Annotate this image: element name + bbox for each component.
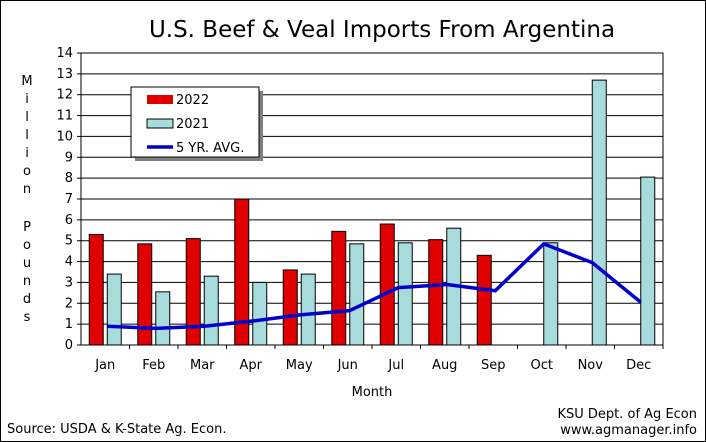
chart-title: U.S. Beef & Veal Imports From Argentina xyxy=(149,17,615,43)
line-5-yr-avg xyxy=(107,242,642,331)
bar-2022-May xyxy=(282,269,298,346)
y-tick-label: 7 xyxy=(65,192,73,207)
y-tick-label: 4 xyxy=(65,255,73,270)
credit-line-1: KSU Dept. of Ag Econ xyxy=(557,407,697,422)
legend-label: 2021 xyxy=(176,117,209,132)
y-axis-label-char: s xyxy=(24,310,31,325)
y-axis-label-char: u xyxy=(23,256,31,271)
bar-2021-May xyxy=(300,273,316,346)
bar-2022-Sep xyxy=(476,254,492,346)
bar-2021-Jun xyxy=(349,243,365,346)
y-tick-label: 13 xyxy=(56,67,73,82)
bar-2021-Mar xyxy=(203,275,219,346)
bar-2021-Apr xyxy=(252,281,268,346)
y-tick-label: 12 xyxy=(56,88,73,103)
y-axis-label-char: o xyxy=(23,164,31,179)
y-tick-label: 9 xyxy=(65,150,73,165)
y-axis-label-char: n xyxy=(23,182,31,197)
bar-2021-Feb xyxy=(155,291,171,346)
y-axis-label-char: n xyxy=(23,274,31,289)
bar-2022-Feb xyxy=(137,243,153,346)
bar-2021-Jul xyxy=(397,242,413,346)
x-tick-label: Aug xyxy=(432,358,457,373)
y-axis-label-char: i xyxy=(25,146,29,161)
y-axis-label-char: i xyxy=(25,92,29,107)
legend-swatch-2021 xyxy=(146,118,174,129)
bar-2021-Jan xyxy=(106,273,122,346)
y-axis-label-char: o xyxy=(23,238,31,253)
bar-2021-Nov xyxy=(591,79,607,346)
x-tick-labels: Jan Feb Mar Apr May Jun Jul Aug Sep Oct Nov Dec xyxy=(94,345,664,373)
bars xyxy=(88,79,656,346)
x-tick-label: Oct xyxy=(531,358,553,373)
y-tick-label: 0 xyxy=(65,338,73,353)
bar-2022-Jul xyxy=(379,223,395,346)
y-tick-label: 3 xyxy=(65,275,73,290)
y-axis-label-char: d xyxy=(23,292,31,307)
y-tick-label: 1 xyxy=(65,317,73,332)
x-tick-label: Nov xyxy=(578,358,604,373)
x-tick-label: Apr xyxy=(240,358,263,373)
y-tick-label: 6 xyxy=(65,213,73,228)
x-tick-label: May xyxy=(286,358,313,373)
y-tick-label: 5 xyxy=(65,234,73,249)
bar-2022-Jun xyxy=(331,230,347,346)
x-tick-label: Feb xyxy=(142,358,165,373)
legend-swatch-2022 xyxy=(147,95,173,104)
bar-2021-Dec xyxy=(640,176,656,346)
x-tick-label: Sep xyxy=(481,358,506,373)
legend: 2022 2021 5 YR. AVG. xyxy=(130,86,263,161)
y-tick-label: 8 xyxy=(65,171,73,186)
legend-label: 2022 xyxy=(176,93,209,108)
x-tick-label: Jul xyxy=(387,358,404,373)
avg-line xyxy=(107,242,642,331)
bar-2022-Aug xyxy=(428,239,444,346)
y-axis-label-char: M xyxy=(21,74,32,89)
credit-line-2: www.agmanager.info xyxy=(560,423,697,438)
x-axis-label: Month xyxy=(352,385,393,400)
y-tick-label: 14 xyxy=(56,46,73,61)
y-tick-label: 10 xyxy=(56,129,73,144)
y-axis-label-char: l xyxy=(25,110,29,125)
source-note: Source: USDA & K-State Ag. Econ. xyxy=(7,422,227,437)
y-axis-label-char: P xyxy=(23,220,31,235)
x-tick-label: Dec xyxy=(626,358,651,373)
bar-2022-Mar xyxy=(185,238,201,346)
y-tick-label: 11 xyxy=(56,109,73,124)
x-tick-label: Jun xyxy=(337,358,358,373)
y-tick-label: 2 xyxy=(65,296,73,311)
y-axis-label-char: l xyxy=(25,128,29,143)
x-tick-label: Mar xyxy=(190,358,215,373)
bar-2022-Jan xyxy=(88,233,104,346)
x-tick-label: Jan xyxy=(94,358,115,373)
legend-label: 5 YR. AVG. xyxy=(176,141,244,156)
bar-2021-Oct xyxy=(543,242,559,346)
